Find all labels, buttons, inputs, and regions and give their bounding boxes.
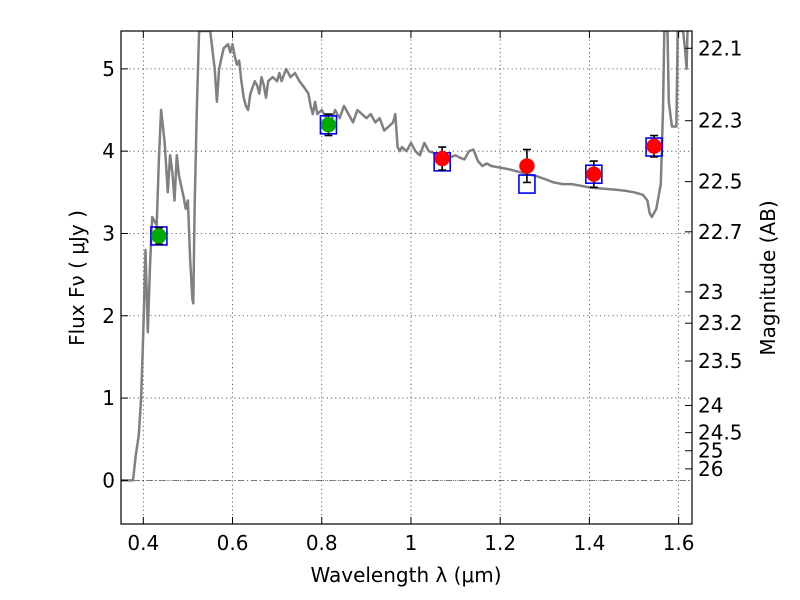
x-tick-label: 0.4 <box>127 531 159 555</box>
y-tick-label: 1 <box>102 386 115 410</box>
model-spectrum-line <box>121 31 689 482</box>
x-axis-label: Wavelength λ (μm) <box>310 563 501 587</box>
plot-frame <box>120 30 693 525</box>
magnitude-tick-label: 22.3 <box>698 109 743 133</box>
x-tick-label: 0.8 <box>306 531 338 555</box>
magnitude-tick-label: 22.5 <box>698 170 743 194</box>
magnitude-tick-label: 23 <box>698 280 723 304</box>
y-tick-label: 0 <box>102 468 115 492</box>
axis-ticks: 0.4 0.6 0.8 1 1.2 1.4 1.601234522.122.322.522.… <box>102 31 743 555</box>
observed-flux-point <box>519 158 535 174</box>
magnitude-tick-label: 23.5 <box>698 349 743 373</box>
magnitude-tick-label: 24.5 <box>698 421 743 445</box>
x-tick-label: 0.6 <box>217 531 249 555</box>
magnitude-tick-label: 23.2 <box>698 311 743 335</box>
plot-area <box>121 31 689 482</box>
magnitude-tick-label: 26 <box>698 457 723 481</box>
right-y-axis-label: Magnitude (AB) <box>756 200 780 355</box>
y-tick-label: 2 <box>102 304 115 328</box>
observed-flux-point <box>320 117 337 133</box>
y-tick-label: 3 <box>102 221 115 245</box>
x-tick-label: 1.4 <box>573 531 605 555</box>
x-tick-label: 1.2 <box>484 531 516 555</box>
magnitude-tick-label: 22.1 <box>698 36 743 60</box>
observed-flux-point <box>151 228 167 244</box>
magnitude-tick-label: 24 <box>698 393 723 417</box>
x-tick-label: 1.6 <box>663 531 695 555</box>
y-tick-label: 5 <box>102 57 115 81</box>
observed-flux-point <box>586 166 602 182</box>
magnitude-tick-label: 22.7 <box>698 220 743 244</box>
y-tick-label: 4 <box>102 139 115 163</box>
observed-flux-point <box>646 138 662 154</box>
magnitude-tick-label: 25 <box>698 439 723 463</box>
x-tick-label: 1 <box>405 531 418 555</box>
grid-lines <box>121 31 692 524</box>
observed-flux-point <box>434 150 450 167</box>
y-axis-label: Flux Fν ( μJy ) <box>65 210 89 346</box>
